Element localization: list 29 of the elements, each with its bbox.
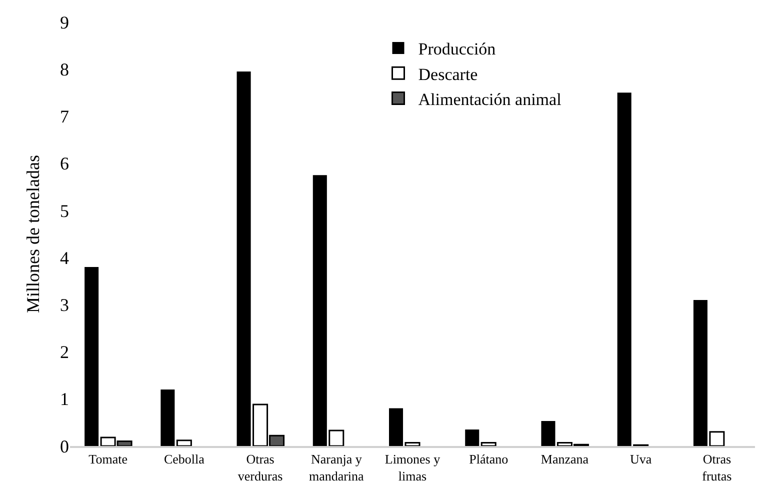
legend-label: Alimentación animal xyxy=(418,90,562,109)
bar xyxy=(465,430,480,446)
y-tick-label: 6 xyxy=(60,154,69,174)
legend-label: Descarte xyxy=(418,64,478,84)
y-tick-label: 9 xyxy=(60,12,69,32)
x-tick-label: Tomate xyxy=(88,452,128,467)
bar xyxy=(480,442,496,446)
y-tick-label: 8 xyxy=(60,59,69,80)
bar xyxy=(160,389,175,446)
x-tick-label: Naranja y mandarina xyxy=(308,452,364,484)
y-tick-label: 4 xyxy=(60,248,69,268)
bar xyxy=(84,266,99,446)
y-tick-label: 2 xyxy=(60,342,69,362)
x-tick-label: Plátano xyxy=(469,452,508,467)
y-axis-title: Millones de toneladas xyxy=(23,155,44,313)
y-tick-label: 5 xyxy=(60,200,69,221)
y-tick-label: 1 xyxy=(60,389,69,410)
y-tick-label: 0 xyxy=(60,436,69,456)
y-tick-label: 7 xyxy=(60,106,69,127)
x-tick-label: Limones y limas xyxy=(384,452,441,484)
x-tick-label: Manzana xyxy=(540,452,589,467)
y-tick-label: 3 xyxy=(60,294,69,315)
bar xyxy=(541,421,556,446)
x-tick-label: Cebolla xyxy=(164,452,205,467)
x-tick-label: Otras frutas xyxy=(702,452,732,484)
bar xyxy=(176,440,192,446)
x-tick-label: Uva xyxy=(630,452,652,467)
x-tick-label: Otras verduras xyxy=(238,452,283,484)
legend-label: Producción xyxy=(418,40,496,59)
